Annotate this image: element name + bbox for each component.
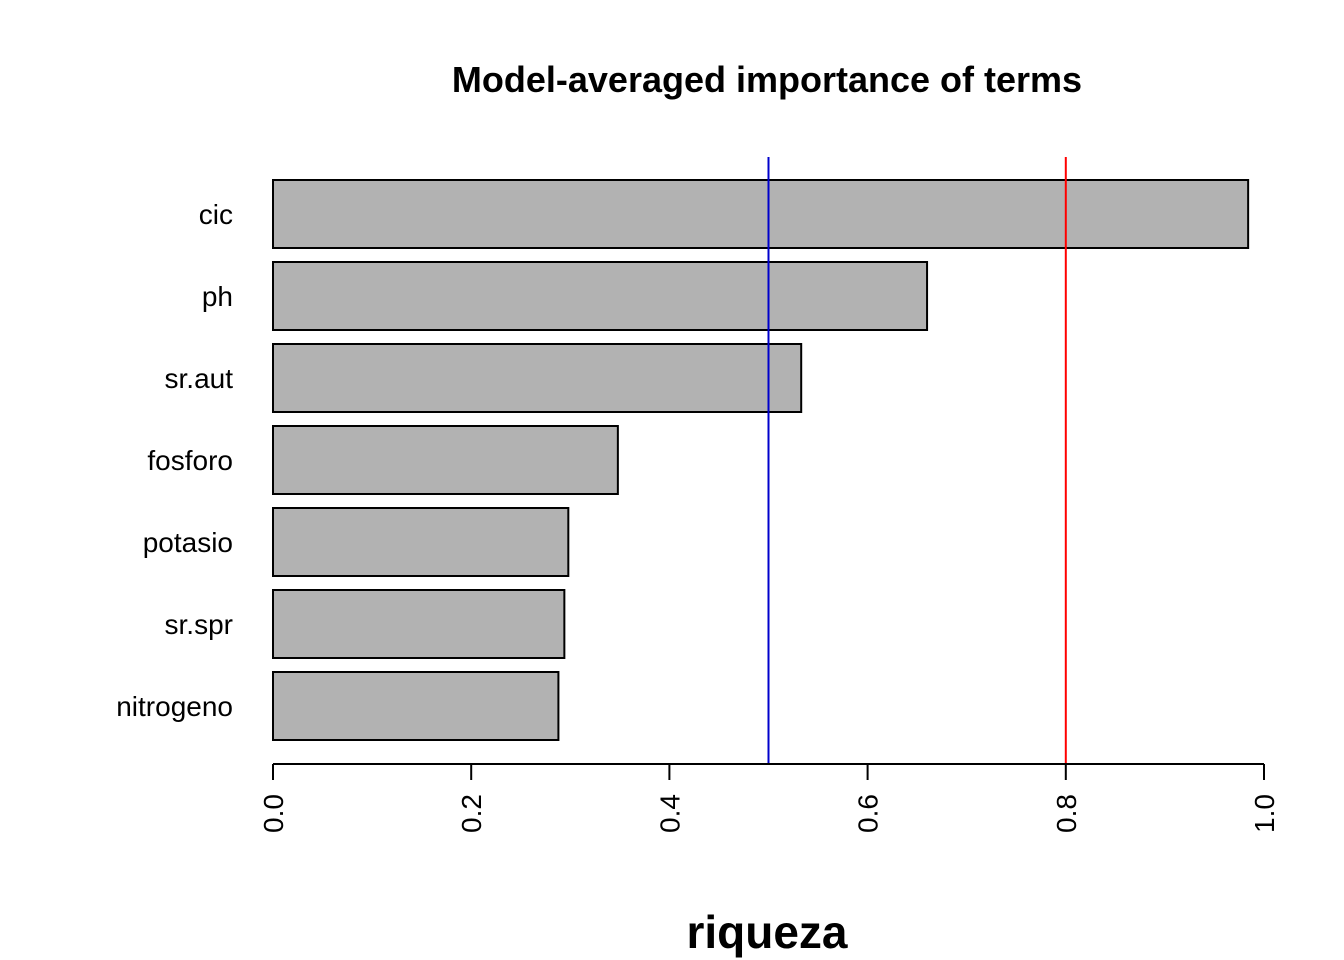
category-label-ph: ph [202, 281, 233, 312]
category-label-fosforo: fosforo [147, 445, 233, 476]
category-label-sr-aut: sr.aut [165, 363, 234, 394]
x-tick-label-1: 0.2 [456, 794, 487, 833]
bar-sr-spr [272, 589, 566, 659]
reference-lines [767, 157, 1067, 763]
chart-title: Model-averaged importance of terms [452, 59, 1082, 100]
bar-sr-aut [272, 343, 803, 413]
category-labels: cic ph sr.aut fosforo potasio sr.spr nitrogeno [116, 199, 233, 722]
category-label-sr-spr: sr.spr [165, 609, 233, 640]
bar-potasio [272, 507, 570, 577]
category-label-potasio: potasio [143, 527, 233, 558]
bar-fosforo [272, 425, 619, 495]
category-label-nitrogeno: nitrogeno [116, 691, 233, 722]
bar-cic [272, 179, 1250, 249]
x-tick-label-4: 0.8 [1051, 794, 1082, 833]
x-tick-label-0: 0.0 [258, 794, 289, 833]
bars-layer [272, 179, 1250, 741]
x-tick-label-2: 0.4 [654, 794, 685, 833]
category-label-cic: cic [199, 199, 233, 230]
x-tick-label-5: 1.0 [1249, 794, 1280, 833]
bar-nitrogeno [272, 671, 560, 741]
bar-ph [272, 261, 929, 331]
x-axis-label: riqueza [686, 906, 847, 958]
x-axis: 0.0 0.2 0.4 0.6 0.8 1.0 [258, 763, 1280, 833]
x-tick-label-3: 0.6 [853, 794, 884, 833]
